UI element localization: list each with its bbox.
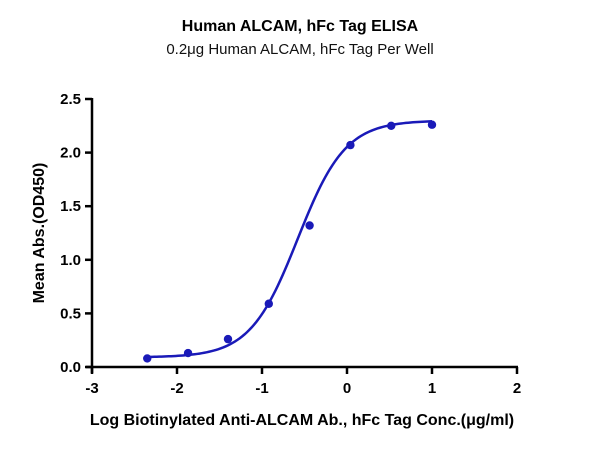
x-tick-label: 1 (428, 380, 436, 397)
data-point (427, 120, 437, 129)
sigmoid-fit-line (147, 120, 433, 359)
x-tick-label: -2 (170, 380, 183, 397)
data-point (143, 354, 152, 363)
x-tick-label: -1 (255, 380, 268, 397)
y-tick-label: 0.5 (60, 305, 81, 322)
y-tick-label: 2.0 (60, 145, 81, 162)
x-tick-label: 2 (513, 380, 521, 397)
chart-subtitle: 0.2μg Human ALCAM, hFc Tag Per Well (166, 41, 434, 58)
chart-title: Human ALCAM, hFc Tag ELISA (181, 18, 419, 35)
data-point (305, 221, 314, 230)
y-tick-label: 2.5 (60, 91, 81, 108)
data-point (183, 348, 193, 358)
fit-curve (147, 120, 433, 359)
x-tick-label: -3 (85, 380, 98, 397)
y-tick-label: 1.0 (60, 252, 81, 269)
data-point (346, 140, 355, 150)
data-point (387, 121, 396, 130)
data-point (223, 334, 233, 344)
data-point (264, 299, 273, 308)
y-tick-label: 1.5 (60, 198, 81, 215)
y-axis-label: Mean Abs.(OD450) (31, 163, 48, 304)
axes: 0.0 0.5 1.0 1.5 2.0 2.5 -3 -2 -1 0 1 2 (60, 91, 521, 397)
data-points (143, 120, 437, 363)
y-tick-label: 0.0 (60, 359, 81, 376)
x-tick-label: 0 (343, 380, 351, 397)
x-axis-label: Log Biotinylated Anti-ALCAM Ab., hFc Tag… (90, 412, 514, 429)
